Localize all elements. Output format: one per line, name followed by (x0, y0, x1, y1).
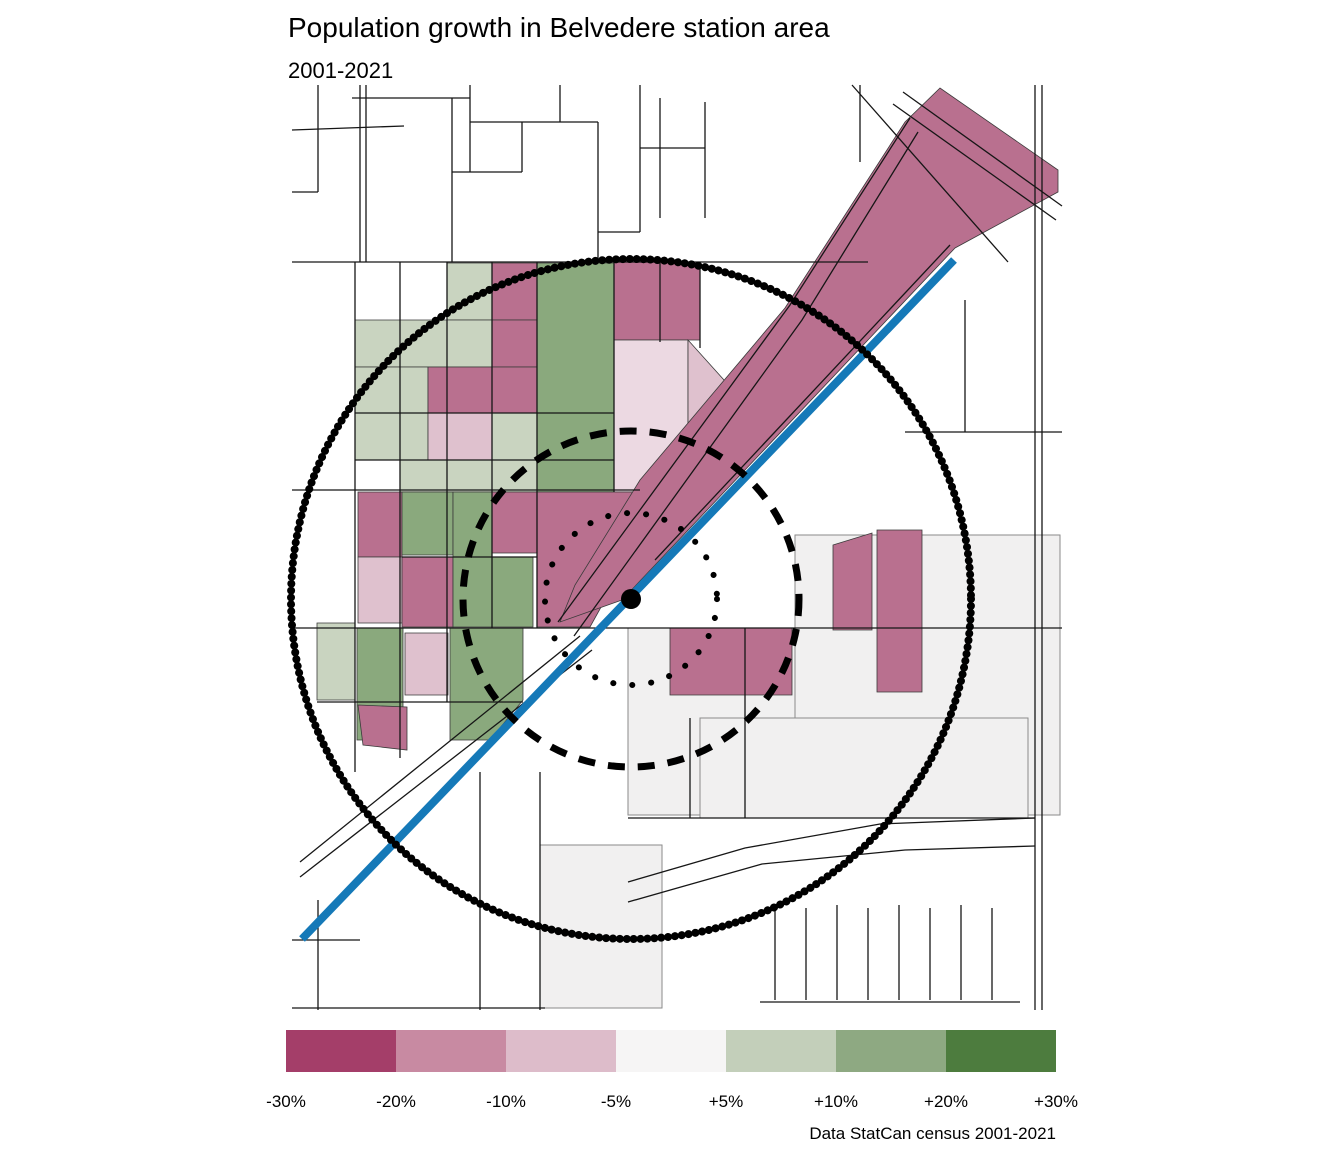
legend-color-swatch (286, 1030, 396, 1072)
census-region (427, 366, 538, 414)
outer-buffer-ring (287, 255, 975, 943)
legend-color-swatch (946, 1030, 1056, 1072)
street-line (573, 131, 919, 637)
census-region (401, 491, 454, 556)
census-region (876, 529, 923, 693)
legend-tick-label: +10% (814, 1092, 858, 1111)
census-region (357, 556, 403, 624)
census-region (357, 704, 408, 751)
land-parcel (539, 844, 663, 1009)
legend-tick-label: +5% (708, 1092, 744, 1111)
data-source-caption: Data StatCan census 2001-2021 (809, 1124, 1056, 1143)
legend-tick-label: -5% (600, 1092, 632, 1111)
census-region (613, 261, 701, 341)
census-region (354, 412, 429, 461)
census-region (491, 319, 538, 368)
street-line (299, 635, 581, 863)
census-region (404, 632, 449, 696)
legend-color-swatch (616, 1030, 726, 1072)
page-title: Population growth in Belvedere station a… (288, 12, 830, 43)
street-line (851, 84, 1009, 263)
census-region (401, 556, 454, 628)
street-line (654, 244, 951, 561)
census-region (427, 412, 493, 461)
street-line (291, 125, 405, 131)
legend-tick-label: -20% (376, 1092, 416, 1111)
middle-buffer-ring (459, 427, 803, 771)
street-line (557, 117, 911, 623)
census-region (452, 556, 534, 628)
legend-tick-label: -10% (486, 1092, 526, 1111)
legend-tick-label: +20% (924, 1092, 968, 1111)
legend-color-swatch (836, 1030, 946, 1072)
station-point (621, 589, 641, 609)
legend-color-swatch (726, 1030, 836, 1072)
census-region (536, 262, 615, 493)
street-line (627, 817, 1036, 883)
census-region (559, 87, 1059, 623)
street-line (627, 845, 1036, 903)
census-region (357, 491, 403, 558)
street-line (892, 103, 1057, 221)
census-region (491, 412, 538, 461)
legend-tick-label: +30% (1034, 1092, 1078, 1111)
census-region (832, 532, 873, 631)
legend-colorbar (286, 1030, 1056, 1072)
legend-labels: -30% -20% -10% -5% +5% +10% +20% +30% (0, 1092, 1344, 1116)
legend-tick-label: -30% (266, 1092, 306, 1111)
census-region (316, 622, 356, 701)
land-parcel (699, 717, 1029, 819)
legend-color-swatch (506, 1030, 616, 1072)
page-subtitle: 2001-2021 (288, 58, 394, 83)
inner-buffer-ring (542, 510, 720, 688)
legend-color-swatch (396, 1030, 506, 1072)
